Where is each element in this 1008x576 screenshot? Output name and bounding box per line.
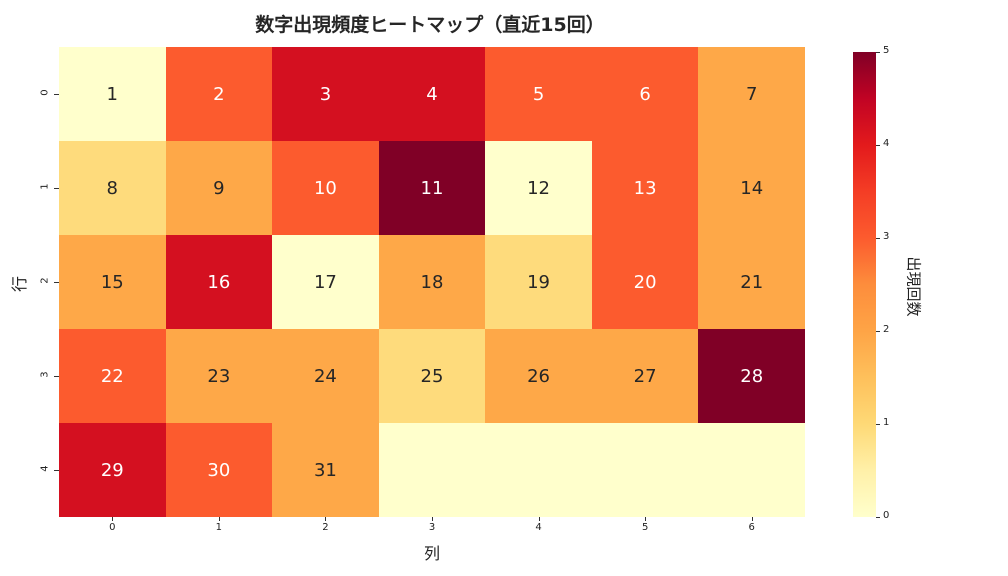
y-tick-mark: [54, 376, 59, 377]
colorbar-tick-label: 4: [883, 138, 890, 149]
heatmap-cell: 20: [591, 235, 699, 329]
heatmap-cell: 15: [59, 235, 166, 329]
colorbar-tick-mark: [876, 331, 880, 332]
heatmap-cell: 27: [591, 329, 699, 423]
heatmap-cell: 9: [165, 141, 273, 235]
heatmap-grid: 1 2 3 4 5 6 7 8 9 10 11 12 13 14 15 16 17 18 19 20 21 22 23 24 2…: [59, 47, 805, 517]
heatmap-cell: 2: [165, 47, 273, 141]
x-tick-label: 6: [748, 522, 755, 533]
heatmap-cell: 14: [698, 141, 805, 235]
heatmap-cell: 22: [59, 329, 166, 423]
heatmap-cell: [591, 423, 699, 517]
heatmap-cell: 19: [485, 235, 592, 329]
colorbar-tick-mark: [876, 238, 880, 239]
heatmap-cell: 26: [485, 329, 592, 423]
x-tick-label: 3: [428, 522, 436, 533]
x-tick-mark: [538, 517, 540, 521]
heatmap-cell: 21: [698, 235, 805, 329]
heatmap-cell: 8: [59, 141, 166, 235]
x-tick-label: 2: [322, 522, 329, 533]
heatmap-cell: 3: [272, 47, 379, 141]
y-tick-label: 1: [39, 183, 51, 190]
colorbar-tick-mark: [876, 517, 880, 518]
colorbar-tick-label: 2: [883, 324, 890, 335]
y-axis-label: 行: [10, 275, 30, 293]
heatmap-cell: 30: [165, 423, 273, 517]
heatmap-cell: 1: [59, 47, 166, 141]
colorbar-tick-label: 3: [883, 231, 890, 242]
heatmap-cell: 17: [272, 235, 379, 329]
y-tick-mark: [54, 94, 59, 95]
heatmap-cell: 23: [165, 329, 273, 423]
heatmap-cell: 29: [59, 423, 166, 517]
y-tick-label: 2: [39, 277, 51, 284]
colorbar-tick-label: 1: [883, 417, 890, 428]
x-tick-mark: [432, 517, 433, 521]
x-axis-label: 列: [423, 544, 440, 563]
colorbar: [853, 52, 876, 517]
colorbar-tick-mark: [876, 424, 880, 425]
heatmap-cell: 7: [698, 47, 805, 141]
heatmap-cell: 18: [378, 235, 486, 329]
x-tick-mark: [325, 517, 327, 521]
heatmap-cell: 28: [698, 329, 805, 423]
colorbar-tick-label: 0: [883, 510, 890, 521]
x-tick-label: 4: [535, 522, 542, 533]
y-tick-label: 0: [39, 89, 51, 96]
heatmap-cell: 6: [591, 47, 699, 141]
colorbar-tick-label: 5: [883, 45, 890, 56]
heatmap-cell: 13: [591, 141, 699, 235]
chart-title: 数字出現頻度ヒートマップ（直近15回）: [255, 14, 605, 36]
heatmap-cell: 16: [165, 235, 273, 329]
y-tick-label: 4: [39, 465, 51, 472]
y-tick-label: 3: [39, 371, 51, 378]
colorbar-tick-mark: [876, 52, 880, 53]
heatmap-cell: 11: [378, 141, 486, 235]
heatmap-cell: 31: [272, 423, 379, 517]
x-tick-mark: [218, 517, 220, 521]
heatmap-cell: 4: [378, 47, 486, 141]
y-tick-mark: [54, 282, 59, 283]
heatmap-cell: 12: [485, 141, 592, 235]
x-tick-mark: [751, 517, 753, 521]
colorbar-label: 出現回数: [904, 256, 923, 317]
heatmap-cell: 5: [485, 47, 592, 141]
x-tick-label: 5: [641, 522, 649, 533]
colorbar-tick-mark: [876, 145, 880, 146]
heatmap-cell: 25: [378, 329, 486, 423]
heatmap-cell: 24: [272, 329, 379, 423]
x-tick-label: 1: [215, 522, 223, 533]
y-tick-mark: [54, 188, 59, 189]
heatmap-cell: [698, 423, 805, 517]
heatmap-cell: 10: [272, 141, 379, 235]
x-tick-mark: [645, 517, 647, 521]
x-tick-mark: [112, 517, 114, 521]
heatmap-cell: [485, 423, 592, 517]
y-tick-mark: [54, 470, 59, 471]
heatmap-cell: [378, 423, 486, 517]
x-tick-label: 0: [109, 522, 116, 533]
